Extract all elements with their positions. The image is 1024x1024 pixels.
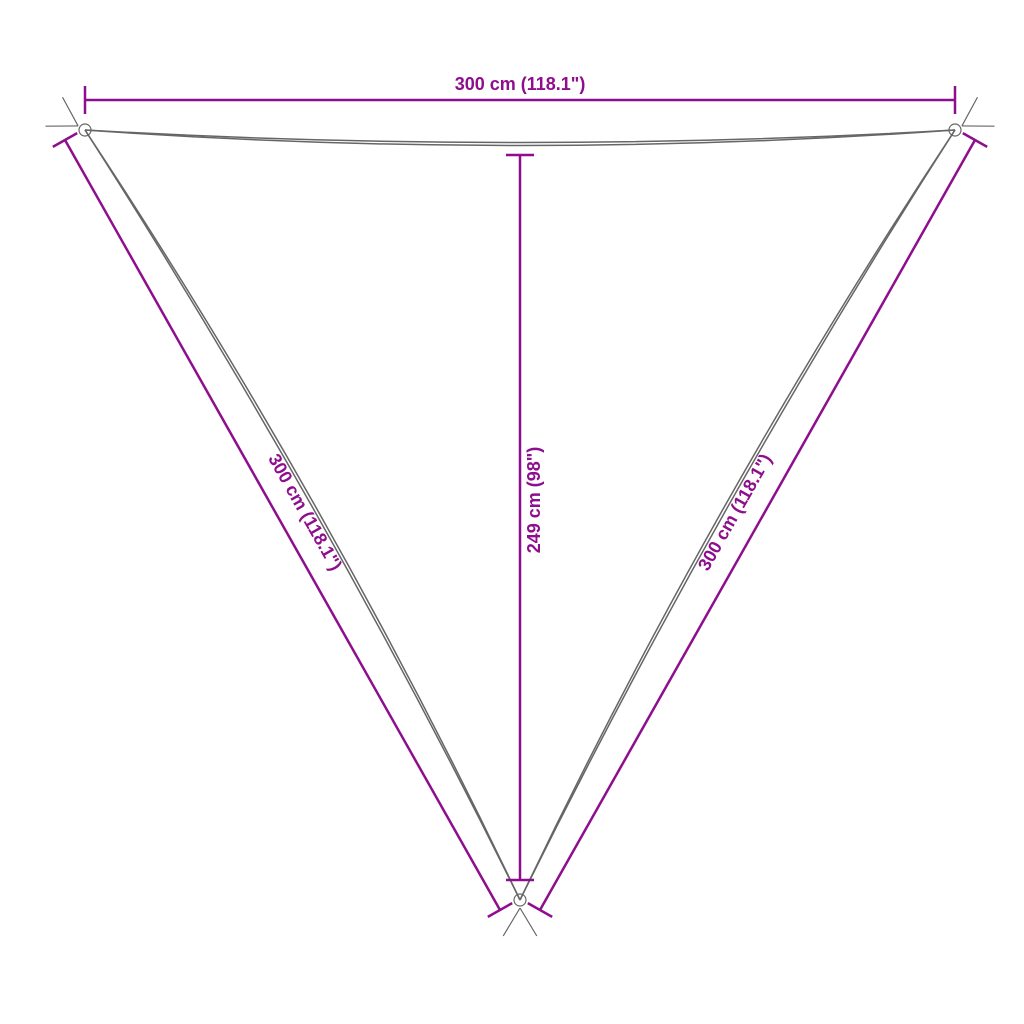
dimension-height: 249 cm (98") (506, 155, 544, 880)
corner-tick (962, 97, 978, 126)
sail-edge (85, 130, 955, 143)
dimension-label: 249 cm (98") (524, 447, 544, 554)
dimension-tick (963, 133, 987, 147)
corner-tick (63, 97, 79, 126)
dimension-line (540, 140, 975, 910)
corner-tick (503, 908, 520, 936)
dimension-top: 300 cm (118.1") (85, 74, 955, 114)
corner-tick (520, 908, 537, 936)
dimension-left: 300 cm (118.1") (53, 133, 512, 917)
dimension-label: 300 cm (118.1") (455, 74, 586, 94)
dimension-tick (53, 133, 77, 147)
dimension-tick (488, 903, 512, 917)
dimension-right: 300 cm (118.1") (528, 133, 987, 917)
dimension-line (65, 140, 500, 910)
dimension-tick (528, 903, 552, 917)
